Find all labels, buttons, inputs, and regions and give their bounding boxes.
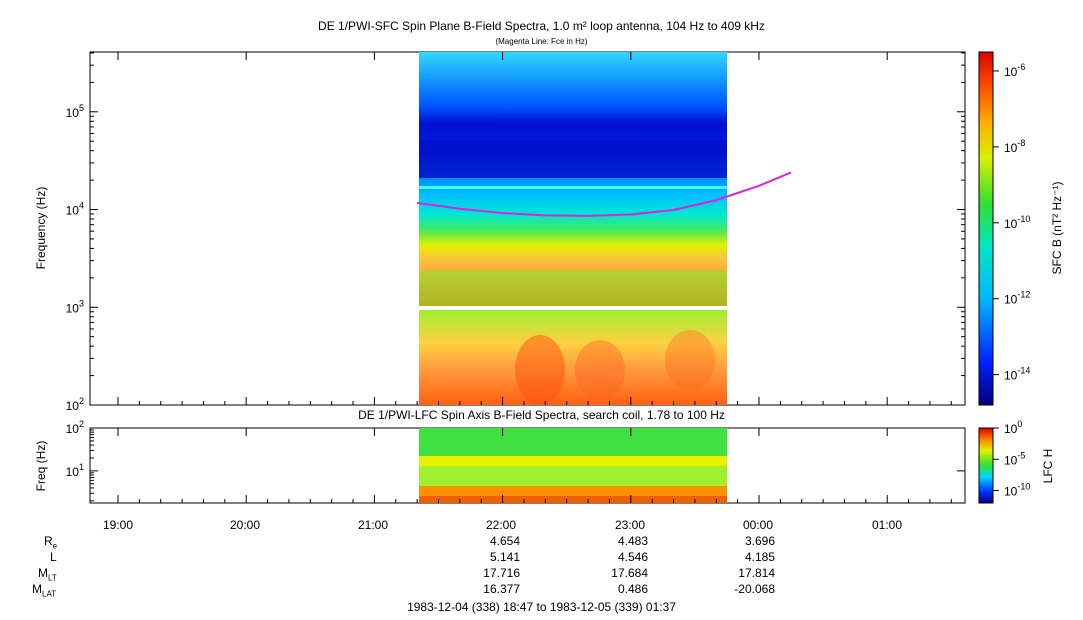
ephemeris-value: 5.141 (489, 550, 520, 564)
ephemeris-label-l: L (50, 550, 57, 564)
colorbar-tick-label: 10-6 (1004, 62, 1025, 79)
top-y-axis: 102 103 104 105 (66, 52, 965, 413)
x-axis (117, 52, 952, 503)
x-tick-label: 22:00 (485, 518, 517, 532)
bottom-chart-title: DE 1/PWI-LFC Spin Axis B-Field Spectra, … (358, 408, 725, 422)
colorbar-tick-label: 10-12 (1004, 290, 1030, 307)
bottom-spectrogram-band (419, 496, 727, 503)
x-tick-label: 01:00 (871, 518, 903, 532)
x-tick-label: 20:00 (229, 518, 261, 532)
colorbar-tick-label: 10-10 (1004, 482, 1030, 499)
y-tick-label: 102 (66, 396, 84, 413)
bottom-colorbar (978, 427, 994, 504)
top-spectrogram-dark-band (419, 140, 727, 178)
ephemeris-value: 16.377 (483, 582, 520, 596)
top-chart-title: DE 1/PWI-SFC Spin Plane B-Field Spectra,… (318, 19, 765, 33)
top-spectrogram-green-region (419, 270, 727, 306)
bottom-y-axis: 101 102 (66, 419, 965, 502)
top-spectrogram-hotspot (575, 340, 625, 400)
y-tick-label: 102 (66, 419, 84, 436)
ephemeris-value: 17.716 (483, 566, 520, 580)
bottom-spectrogram-band (419, 466, 727, 486)
ephemeris-value: -20.068 (734, 582, 775, 596)
bottom-spectrogram-band (419, 428, 727, 456)
ephemeris-label-mlat: MLAT (32, 582, 57, 599)
top-colorbar-ticks: 10-14 10-12 10-10 10-8 10-6 (993, 62, 1030, 383)
x-tick-label: 21:00 (357, 518, 389, 532)
ephemeris-value: 3.696 (744, 534, 775, 548)
y-tick-label: 103 (66, 298, 84, 315)
top-colorbar (978, 51, 994, 406)
top-chart-subtitle: (Magenta Line: Fce in Hz) (495, 37, 588, 46)
ephemeris-value: 4.546 (617, 550, 648, 564)
top-colorbar-label: SFC B (nT² Hz⁻¹) (1050, 182, 1064, 275)
bottom-spectrogram-band (419, 456, 727, 466)
y-tick-label: 101 (66, 462, 84, 479)
bottom-colorbar-label: LFC H (1041, 449, 1055, 484)
top-y-axis-label: Frequency (Hz) (34, 187, 48, 270)
ephemeris-value: 17.684 (611, 566, 648, 580)
x-tick-label: 00:00 (742, 518, 774, 532)
bottom-spectrogram-band (419, 486, 727, 496)
ephemeris-value: 0.486 (617, 582, 648, 596)
colorbar-tick-label: 10-5 (1004, 450, 1025, 467)
bottom-colorbar-ticks: 10-10 10-5 100 (993, 419, 1030, 499)
ephemeris-value: 4.654 (489, 534, 520, 548)
ephemeris-label-re: Re (44, 534, 58, 551)
colorbar-tick-label: 10-8 (1004, 138, 1025, 155)
colorbar-tick-label: 10-10 (1004, 214, 1030, 231)
top-spectrogram-hotspot (665, 330, 715, 390)
x-tick-label: 23:00 (614, 518, 646, 532)
bottom-y-axis-label: Freq (Hz) (34, 441, 48, 492)
ephemeris-value: 17.814 (738, 566, 775, 580)
ephemeris-value: 4.185 (744, 550, 775, 564)
top-spectrogram-low-band (419, 310, 727, 405)
time-range-footer: 1983-12-04 (338) 18:47 to 1983-12-05 (33… (407, 600, 676, 614)
top-spectrogram-band (419, 52, 727, 306)
colorbar-tick-label: 10-14 (1004, 366, 1030, 383)
top-spectrogram-hotspot (515, 335, 565, 405)
y-tick-label: 105 (66, 103, 84, 120)
ephemeris-value: 4.483 (617, 534, 648, 548)
x-tick-label: 19:00 (102, 518, 134, 532)
fce-line (416, 171, 792, 217)
y-tick-label: 104 (66, 201, 84, 218)
colorbar-tick-label: 100 (1004, 419, 1022, 436)
top-spectrogram-cyan-line (419, 186, 727, 189)
ephemeris-label-mlt: MLT (38, 566, 57, 583)
